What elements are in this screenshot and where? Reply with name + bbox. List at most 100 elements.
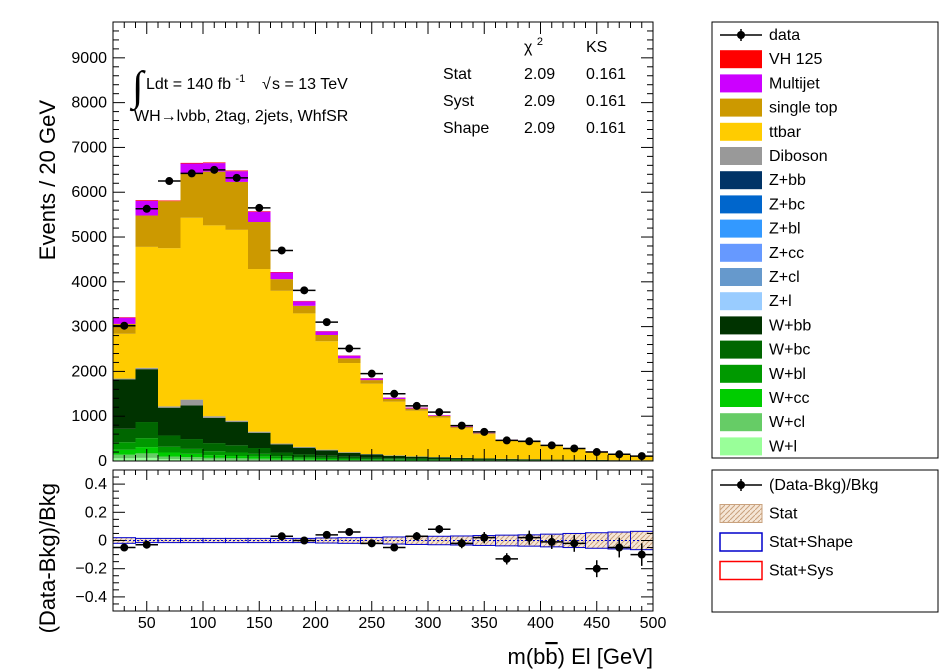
legend-label: Z+cl [769, 269, 800, 286]
ratio-point [570, 539, 579, 548]
hist-bar-w-bc [135, 422, 158, 439]
legend-label: Stat+Shape [769, 534, 853, 551]
ratio-y-tick-label: 0.4 [85, 476, 107, 493]
ratio-point [120, 543, 129, 552]
hist-bar-ttbar [203, 225, 226, 417]
data-point [255, 203, 264, 212]
hist-bar-multijet [383, 397, 406, 399]
legend-swatch [719, 532, 763, 552]
stat-header-chi2: χ 2 [524, 36, 543, 56]
hist-bar-ttbar [338, 363, 361, 453]
ratio-point [525, 533, 534, 542]
hist-bar-diboson [248, 431, 271, 433]
legend-label: W+l [769, 438, 797, 455]
y-tick-label: 5000 [71, 229, 107, 246]
legend-marker [737, 481, 745, 489]
legend-label: VH 125 [769, 51, 822, 68]
hist-bar-multijet [315, 331, 338, 335]
hist-bar-diboson [338, 452, 361, 453]
data-point [300, 286, 309, 295]
legend-swatch [719, 504, 763, 523]
y-tick-label: 4000 [71, 274, 107, 291]
x-tick-label: 300 [415, 615, 442, 632]
ratio-point [277, 532, 286, 541]
hist-bar-ttbar [473, 434, 496, 459]
stat-band [248, 538, 271, 543]
hist-bar-single-top [180, 173, 203, 218]
hist-bar-single-top [203, 171, 226, 226]
legend-label: Z+l [769, 293, 792, 310]
y-tick-label: 7000 [71, 139, 107, 156]
y-tick-label: 2000 [71, 363, 107, 380]
legend-ratio-box [711, 469, 939, 613]
stat-row-ks: 0.161 [586, 120, 626, 137]
stat-row-name: Stat [443, 66, 472, 83]
top-annotation: ∫ Ldt = 140 fb -1 √ s = 13 TeV WH→lνbb, … [129, 36, 626, 137]
hist-bar-diboson [180, 399, 203, 406]
hist-bar-w-bc [270, 452, 293, 457]
hist-bar-single-top [158, 201, 181, 249]
legend-label: Diboson [769, 148, 828, 165]
data-point [165, 177, 174, 186]
legend-label: W+cc [769, 390, 809, 407]
data-point [502, 436, 511, 445]
hist-bar-single-top [315, 334, 338, 342]
legend-swatch [720, 219, 762, 238]
data-point [322, 318, 331, 327]
ratio-point [345, 528, 354, 537]
hist-bar-vh-125 [135, 200, 158, 201]
data-point [277, 246, 286, 255]
integral-sign: ∫ [129, 64, 146, 112]
hist-bar-multijet [293, 301, 316, 306]
hist-bar-multijet [338, 355, 361, 359]
legend-swatch [720, 389, 762, 407]
hist-bar-single-top [338, 358, 361, 364]
stat-row-chi2: 2.09 [524, 120, 555, 137]
hist-bar-w-bb [113, 379, 136, 429]
hist-bar-single-top [225, 181, 248, 230]
ratio-axes-frame: −0.4 −0.2 0 0.2 0.4 50 100 150 200 250 300 350 400 45… [75, 469, 666, 632]
data-point [142, 204, 151, 213]
hist-bar-w-bb [180, 405, 203, 440]
x-tick-label: 200 [302, 615, 329, 632]
top-histogram [113, 162, 653, 461]
hist-bar-diboson [293, 446, 316, 448]
hist-bar-w-bc [225, 445, 248, 453]
stat-row-chi2: 2.09 [524, 93, 555, 110]
data-point [345, 344, 354, 353]
region-label: WH→lνbb, 2tag, 2jets, WhfSR [134, 108, 348, 125]
legend-swatch [719, 560, 763, 581]
hist-bar-diboson [113, 378, 136, 380]
legend-marker [737, 31, 745, 39]
ratio-point [637, 550, 646, 559]
data-point [120, 321, 129, 330]
legend-swatch [720, 98, 762, 117]
hist-bar-single-top [383, 398, 406, 402]
legend-swatch [720, 195, 762, 214]
legend-swatch [720, 147, 762, 165]
y-tick-label: 8000 [71, 95, 107, 112]
ratio-point [322, 530, 331, 539]
hist-bar-w-cc [113, 449, 136, 455]
legend-label: data [769, 27, 800, 44]
stat-row-ks: 0.161 [586, 93, 626, 110]
ratio-point [300, 536, 309, 545]
legend-label: W+bc [769, 342, 810, 359]
ratio-y-tick-label: −0.2 [75, 561, 107, 578]
hist-bar-w-bc [180, 439, 203, 449]
data-point [435, 408, 444, 417]
hist-bar-ttbar [518, 442, 541, 460]
legend-swatch [720, 292, 762, 311]
legend-swatch [720, 340, 762, 359]
x-tick-label: 50 [138, 615, 156, 632]
legend-label: Stat [769, 506, 798, 523]
data-point [570, 444, 579, 453]
legend-swatch [720, 74, 762, 93]
ratio-point [412, 532, 421, 541]
x-tick-label: 450 [583, 615, 610, 632]
hist-bar-w-bb [293, 447, 316, 455]
hist-bar-ttbar [428, 417, 451, 458]
hist-bar-diboson [225, 420, 248, 423]
y-tick-label: 1000 [71, 408, 107, 425]
ratio-data-points [113, 524, 653, 578]
